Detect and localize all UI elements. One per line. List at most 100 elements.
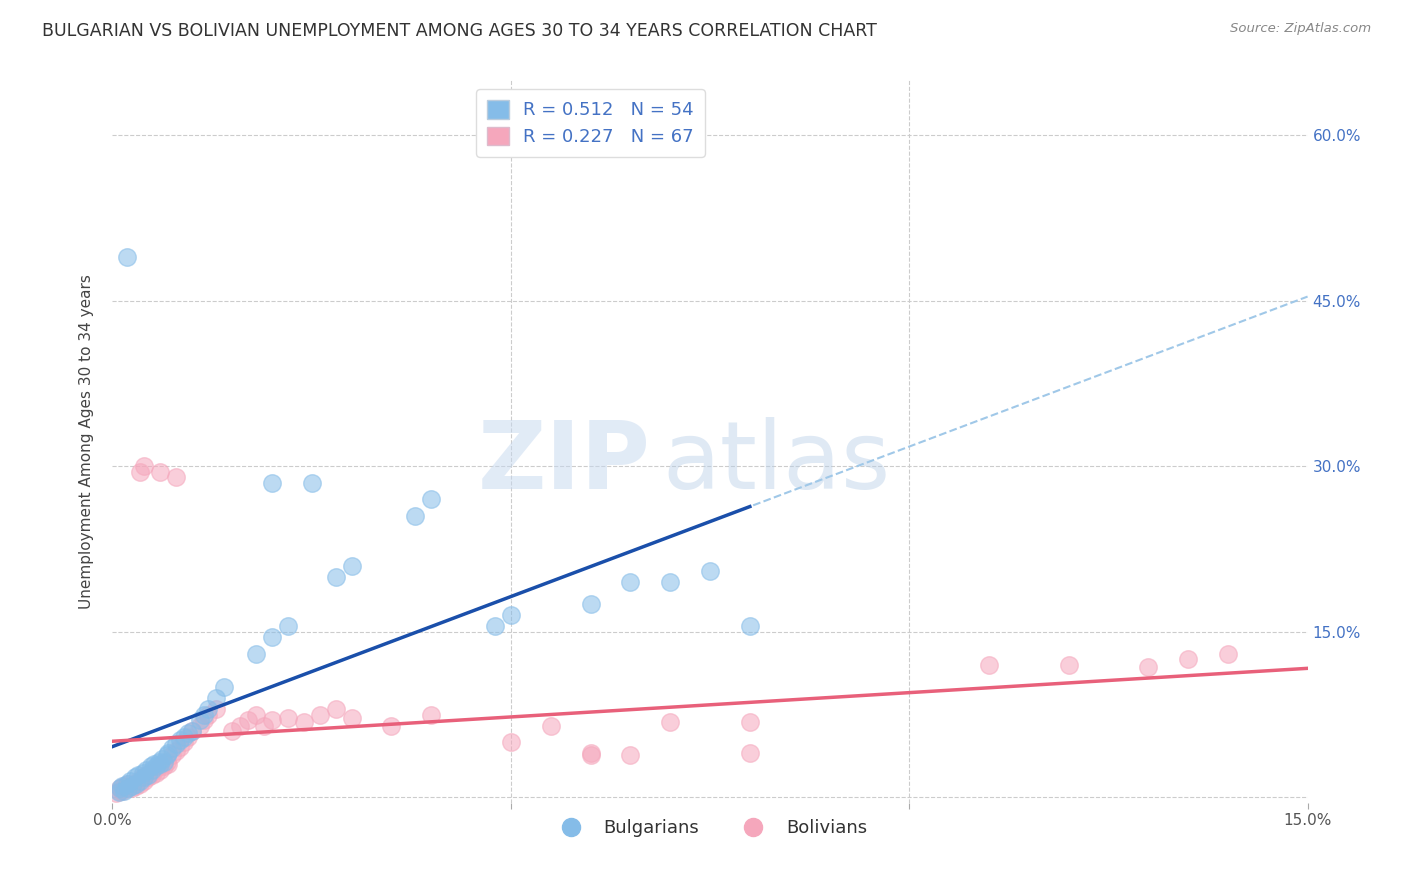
Point <box>169 733 191 747</box>
Point <box>127 773 149 788</box>
Point <box>135 763 157 777</box>
Point <box>197 707 219 722</box>
Point <box>193 707 215 722</box>
Point <box>236 713 259 727</box>
Point <box>157 757 180 772</box>
Text: Source: ZipAtlas.com: Source: ZipAtlas.com <box>1230 22 1371 36</box>
Point <box>484 619 506 633</box>
Point <box>117 781 139 796</box>
Point <box>977 657 1000 672</box>
Point <box>150 757 173 772</box>
Point <box>121 779 143 793</box>
Point <box>659 575 682 590</box>
Point <box>148 755 170 769</box>
Point <box>124 771 146 785</box>
Point <box>165 737 187 751</box>
Point <box>118 773 141 788</box>
Point <box>150 752 173 766</box>
Point <box>111 779 134 793</box>
Point <box>260 713 283 727</box>
Point <box>380 718 402 732</box>
Point <box>181 724 204 739</box>
Point <box>540 718 562 732</box>
Point <box>404 508 426 523</box>
Point <box>340 711 363 725</box>
Point <box>308 707 330 722</box>
Point <box>579 597 602 611</box>
Point <box>132 766 155 780</box>
Point <box>149 465 172 479</box>
Point <box>156 748 179 763</box>
Point <box>125 779 148 793</box>
Point <box>115 250 138 264</box>
Point <box>420 707 443 722</box>
Point <box>135 768 157 782</box>
Point <box>245 707 267 722</box>
Point <box>138 771 160 785</box>
Point <box>340 558 363 573</box>
Point <box>738 619 761 633</box>
Point <box>111 783 134 797</box>
Point <box>173 735 195 749</box>
Point <box>205 702 228 716</box>
Text: ZIP: ZIP <box>478 417 651 509</box>
Point <box>149 763 172 777</box>
Point <box>699 564 721 578</box>
Point <box>260 631 283 645</box>
Point <box>162 740 183 755</box>
Point <box>114 779 135 793</box>
Point <box>325 569 347 583</box>
Point <box>245 647 267 661</box>
Point <box>325 702 347 716</box>
Point <box>149 757 172 772</box>
Point <box>173 730 195 744</box>
Point <box>145 766 167 780</box>
Point <box>499 608 522 623</box>
Point <box>110 781 132 796</box>
Point <box>129 773 152 788</box>
Point <box>177 730 200 744</box>
Point <box>105 786 128 800</box>
Point <box>124 777 146 791</box>
Point <box>142 757 165 772</box>
Point <box>229 718 252 732</box>
Point <box>139 766 162 780</box>
Point <box>115 781 138 796</box>
Point <box>114 783 135 797</box>
Point <box>139 759 162 773</box>
Point <box>162 748 183 763</box>
Point <box>145 759 167 773</box>
Point <box>141 763 163 777</box>
Point <box>205 691 228 706</box>
Point <box>153 755 176 769</box>
Point <box>1057 657 1080 672</box>
Point <box>177 726 200 740</box>
Point <box>157 746 180 760</box>
Point <box>121 781 143 796</box>
Point <box>301 475 323 490</box>
Point <box>134 773 156 788</box>
Point <box>132 771 155 785</box>
Point <box>420 492 443 507</box>
Point <box>127 768 149 782</box>
Point <box>292 715 315 730</box>
Point <box>129 465 152 479</box>
Point <box>134 459 156 474</box>
Point <box>260 475 283 490</box>
Point <box>212 680 235 694</box>
Point <box>619 748 641 763</box>
Y-axis label: Unemployment Among Ages 30 to 34 years: Unemployment Among Ages 30 to 34 years <box>79 274 94 609</box>
Point <box>129 777 152 791</box>
Point <box>579 746 602 760</box>
Point <box>193 713 215 727</box>
Point <box>115 777 138 791</box>
Point <box>118 779 141 793</box>
Point <box>221 724 243 739</box>
Point <box>148 759 170 773</box>
Point <box>738 746 761 760</box>
Text: atlas: atlas <box>662 417 890 509</box>
Point <box>141 768 163 782</box>
Point <box>277 711 299 725</box>
Point <box>108 783 131 797</box>
Point <box>142 763 165 777</box>
